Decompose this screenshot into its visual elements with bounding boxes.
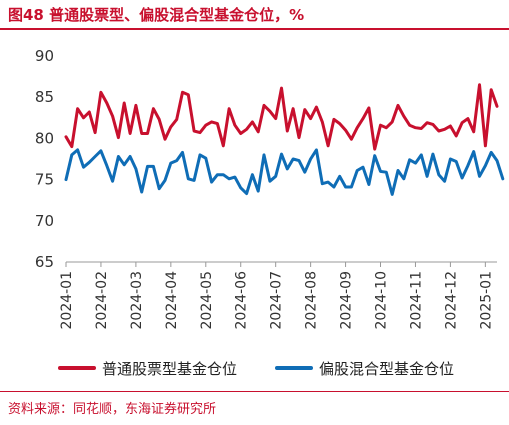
- x-tick-label: 2024-04: [164, 271, 180, 330]
- legend-item-equity: 普通股票型基金仓位: [58, 357, 237, 379]
- legend-swatch-equity: [58, 366, 96, 370]
- x-tick-label: 2025-01: [478, 271, 494, 330]
- x-tick-label: 2024-01: [59, 271, 75, 330]
- x-tick-label: 2024-02: [94, 271, 110, 330]
- x-tick-label: 2024-09: [339, 271, 355, 330]
- x-tick-label: 2024-05: [199, 271, 215, 330]
- x-tick-label: 2024-07: [269, 271, 285, 330]
- x-tick-label: 2024-06: [234, 271, 250, 330]
- title-divider: [0, 28, 509, 30]
- source-note: 资料来源：同花顺，东海证券研究所: [8, 402, 217, 417]
- figure-title: 图48 普通股票型、偏股混合型基金仓位，%: [8, 6, 305, 24]
- y-tick-label: 75: [35, 171, 54, 189]
- legend-label-equity: 普通股票型基金仓位: [102, 359, 238, 378]
- y-tick-label: 85: [35, 88, 54, 106]
- legend-swatch-hybrid: [275, 366, 313, 370]
- y-tick-label: 65: [35, 253, 54, 271]
- y-tick-label: 80: [35, 129, 54, 147]
- y-tick-label: 70: [35, 212, 54, 230]
- source-divider: [0, 391, 509, 392]
- x-tick-label: 2024-03: [129, 271, 145, 330]
- x-tick-label: 2024-11: [408, 271, 424, 330]
- x-tick-label: 2024-08: [304, 271, 320, 330]
- chart-legend: 普通股票型基金仓位 偏股混合型基金仓位: [0, 357, 509, 379]
- line-chart: 65 70 75 80 85 90 2024-01 2024-02 2024-03 2024-04…: [35, 47, 505, 330]
- x-tick-label: 2024-12: [443, 271, 459, 330]
- legend-item-hybrid: 偏股混合型基金仓位: [275, 357, 454, 379]
- series-line-equity: [64, 83, 499, 151]
- x-tick-label: 2024-10: [374, 271, 390, 330]
- legend-label-hybrid: 偏股混合型基金仓位: [319, 359, 455, 378]
- series-line-hybrid: [64, 148, 505, 196]
- y-tick-label: 90: [35, 47, 54, 65]
